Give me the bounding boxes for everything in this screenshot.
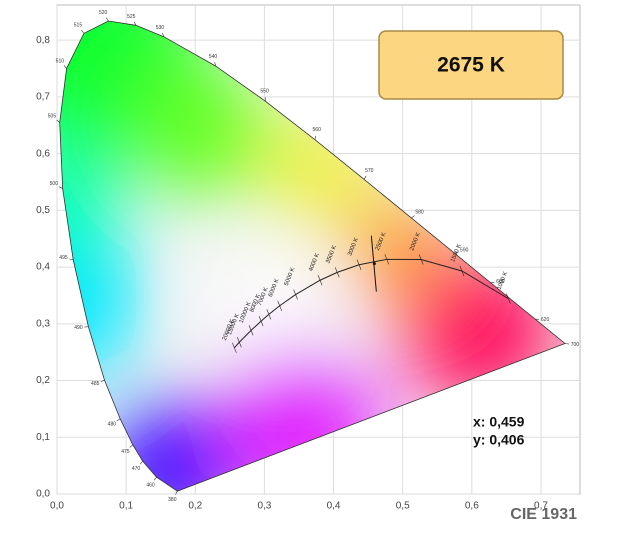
wavelength-label: 590 [460,248,469,254]
x-tick-label: 0,2 [188,501,202,512]
y-tick-label: 0,8 [36,35,50,46]
y-tick-label: 0,0 [36,489,50,500]
wavelength-tick [454,251,459,254]
x-readout: x: 0,459 [473,414,525,430]
wavelength-tick [564,343,569,345]
wavelength-label: 600 [496,279,505,285]
isotherm-tick [232,342,237,353]
marker-point [372,262,376,266]
wavelength-tick [129,444,133,448]
wavelength-tick [81,29,85,34]
wavelength-label: 560 [313,127,322,133]
isotherm-tick [293,289,298,300]
wavelength-tick [162,33,165,37]
readout-box [378,30,564,100]
isotherm-tick [237,337,242,348]
isotherm-tick [258,315,264,327]
isotherm-tick [418,254,424,265]
x-tick-label: 0,3 [257,501,271,512]
x-tick-label: 0,0 [50,501,64,512]
y-tick-label: 0,4 [36,262,50,273]
wavelength-label: 485 [91,381,100,387]
y-tick-label: 0,3 [36,318,50,329]
isotherm-tick [384,254,390,265]
wavelength-tick [214,62,217,67]
y-tick-label: 0,2 [36,375,50,386]
wavelength-label: 490 [74,325,83,331]
wavelength-tick [363,175,367,180]
wavelength-label: 470 [132,466,141,472]
x-tick-label: 0,1 [119,501,133,512]
cct-readout: 2675 K [437,54,505,77]
isotherm-tick [356,259,362,270]
isotherm-tick [277,300,282,311]
wavelength-tick [411,215,415,219]
wavelength-label: 520 [99,10,108,16]
x-tick-label: 0,6 [465,501,479,512]
isotherm-tick [248,325,254,336]
wavelength-label: 380 [168,497,177,503]
wavelength-tick [56,119,60,123]
y-readout: y: 0,406 [473,432,525,448]
wavelength-label: 525 [127,14,136,20]
chart-title: CIE 1931 [510,506,577,523]
wavelength-label: 500 [50,181,59,187]
gamut-fill [59,20,565,492]
isotherm-tick [266,309,272,320]
y-tick-label: 0,5 [36,205,50,216]
isotherm-tick [334,267,340,278]
wavelength-label: 550 [260,89,269,95]
wavelength-label: 460 [146,482,155,488]
wavelength-label: 480 [108,422,117,428]
y-tick-label: 0,7 [36,92,50,103]
y-tick-label: 0,1 [36,432,50,443]
isotherm-tick [459,265,465,277]
wavelength-tick [314,135,316,140]
wavelength-tick [106,17,109,22]
wavelength-label: 495 [59,255,68,261]
wavelength-tick [58,186,63,189]
planckian-locus [233,258,509,349]
wavelength-tick [139,461,144,465]
isotherm-tick [317,275,323,286]
wavelength-tick [116,418,121,422]
x-tick-label: 0,5 [396,501,410,512]
wavelength-label: 620 [541,317,550,323]
x-tick-label: 0,7 [534,501,548,512]
y-tick-label: 0,6 [36,148,50,159]
wavelength-tick [175,491,178,495]
wavelength-tick [133,21,137,26]
wavelength-tick [153,476,157,481]
wavelength-label: 540 [209,54,218,60]
wavelength-label: 475 [121,449,130,455]
wavelength-label: 505 [48,114,57,120]
isotherm-tick [506,293,511,304]
wavelength-tick [69,258,74,261]
wavelength-label: 580 [415,210,424,216]
wavelength-label: 530 [156,25,165,31]
wavelength-label: 515 [74,23,83,29]
wavelength-label: 570 [365,168,374,174]
wavelength-tick [100,379,105,382]
wavelength-label: 700 [571,342,580,348]
wavelength-label: 510 [56,58,65,64]
wavelength-tick [63,65,67,69]
x-tick-label: 0,4 [327,501,341,512]
